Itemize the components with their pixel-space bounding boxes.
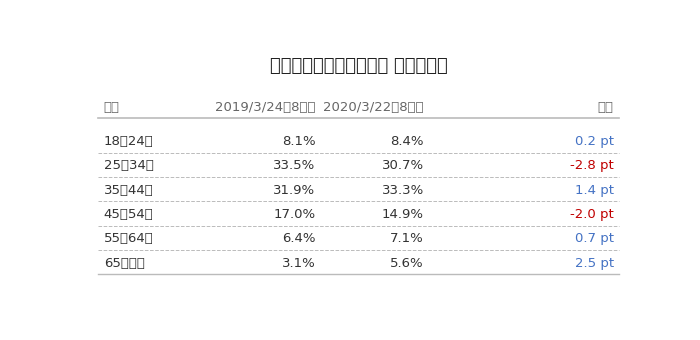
Text: 65歳以上: 65歳以上 bbox=[104, 257, 145, 270]
Text: 8.1%: 8.1% bbox=[281, 135, 315, 148]
Text: 7.1%: 7.1% bbox=[390, 233, 424, 245]
Text: -2.0 pt: -2.0 pt bbox=[570, 208, 614, 221]
Text: 2.5 pt: 2.5 pt bbox=[575, 257, 614, 270]
Text: 31.9%: 31.9% bbox=[273, 184, 315, 197]
Text: 6.4%: 6.4% bbox=[282, 233, 315, 245]
Text: 「あのこの愛媛」訪問者 年齢構成比: 「あのこの愛媛」訪問者 年齢構成比 bbox=[270, 56, 447, 74]
Text: 5.6%: 5.6% bbox=[390, 257, 424, 270]
Text: 0.7 pt: 0.7 pt bbox=[575, 233, 614, 245]
Text: 年代: 年代 bbox=[104, 101, 120, 114]
Text: 33.3%: 33.3% bbox=[382, 184, 424, 197]
Text: -2.8 pt: -2.8 pt bbox=[570, 159, 614, 172]
Text: 2020/3/22～8週間: 2020/3/22～8週間 bbox=[323, 101, 424, 114]
Text: 2019/3/24～8週間: 2019/3/24～8週間 bbox=[215, 101, 315, 114]
Text: 25～34歳: 25～34歳 bbox=[104, 159, 154, 172]
Text: 1.4 pt: 1.4 pt bbox=[575, 184, 614, 197]
Text: 3.1%: 3.1% bbox=[281, 257, 315, 270]
Text: 35～44歳: 35～44歳 bbox=[104, 184, 153, 197]
Text: 30.7%: 30.7% bbox=[382, 159, 424, 172]
Text: 33.5%: 33.5% bbox=[273, 159, 315, 172]
Text: 8.4%: 8.4% bbox=[391, 135, 424, 148]
Text: 55～64歳: 55～64歳 bbox=[104, 233, 153, 245]
Text: 差異: 差異 bbox=[598, 101, 614, 114]
Text: 0.2 pt: 0.2 pt bbox=[575, 135, 614, 148]
Text: 18～24歳: 18～24歳 bbox=[104, 135, 153, 148]
Text: 17.0%: 17.0% bbox=[273, 208, 315, 221]
Text: 14.9%: 14.9% bbox=[382, 208, 424, 221]
Text: 45～54歳: 45～54歳 bbox=[104, 208, 153, 221]
